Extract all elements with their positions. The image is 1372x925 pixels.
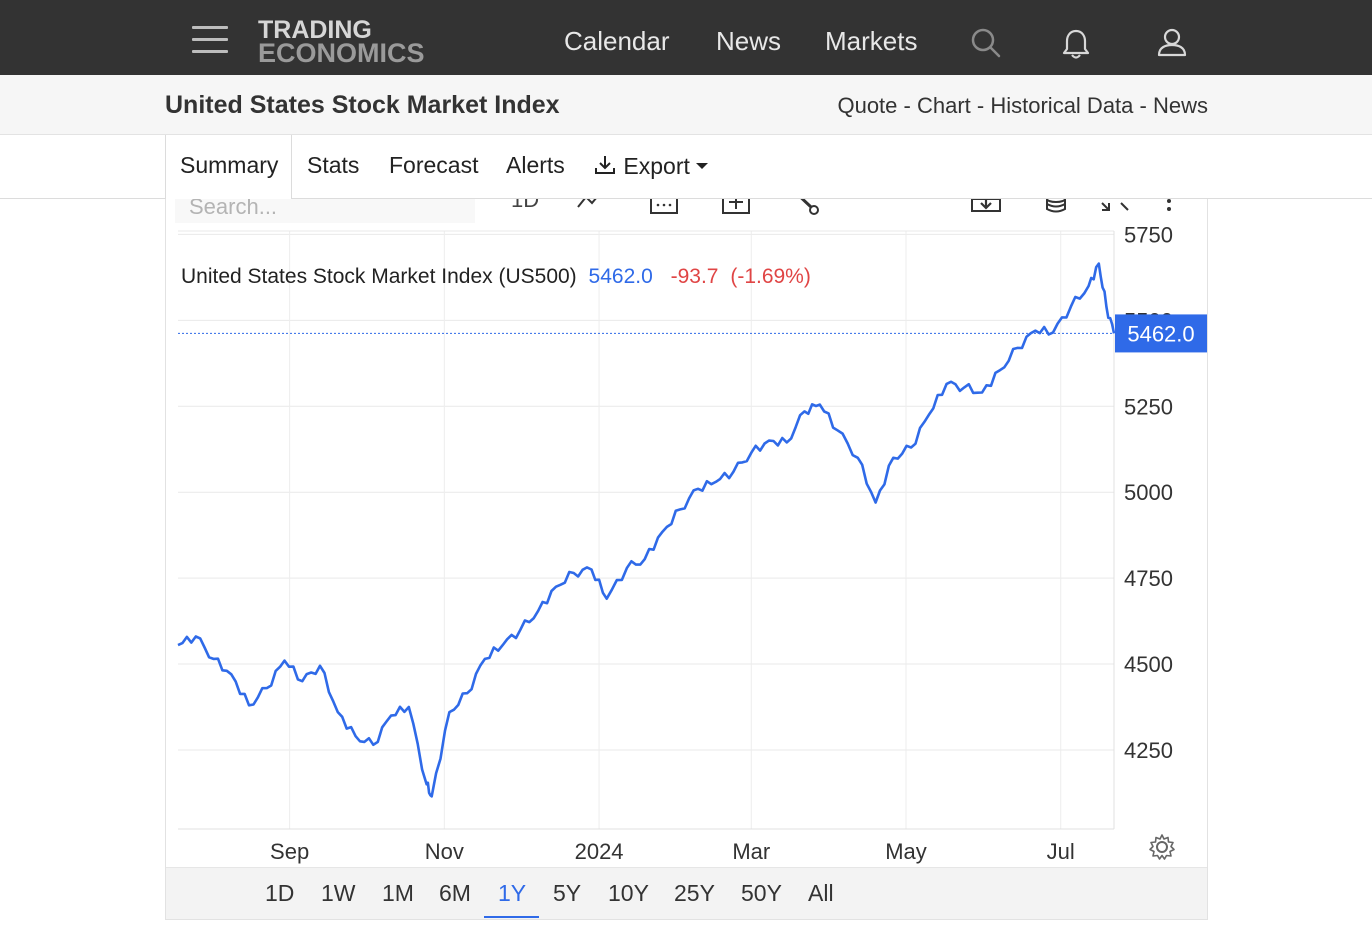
y-tick-label: 5750 — [1124, 222, 1173, 247]
chart-type-icon[interactable] — [576, 199, 604, 213]
page-title: United States Stock Market Index — [165, 91, 560, 119]
price-tag-label: 5462.0 — [1127, 321, 1194, 346]
tools-icon[interactable] — [791, 199, 821, 215]
range-1y-button[interactable]: 1Y — [498, 880, 527, 906]
range-active-indicator — [484, 916, 539, 918]
subnav-quote-link[interactable]: Quote — [837, 93, 898, 118]
y-axis-ticks: 4250450047505000525055005750 — [1124, 222, 1173, 763]
x-tick-label: Nov — [425, 839, 464, 864]
subnav-historical-data-link[interactable]: Historical Data — [990, 93, 1134, 118]
range-selector: 1D 1W 1M 6M 1Y 5Y 10Y 25Y 50Y All — [166, 867, 1207, 919]
legend-series-name: United States Stock Market Index (US500) — [181, 265, 577, 288]
tab-summary[interactable]: Summary — [180, 152, 279, 178]
chart-card: 1D — [165, 199, 1208, 920]
x-tick-label: 2024 — [575, 839, 624, 864]
y-tick-label: 4500 — [1124, 652, 1173, 677]
tab-stats[interactable]: Stats — [307, 152, 360, 178]
legend-change-percent: (-1.69%) — [730, 265, 811, 288]
x-tick-label: Sep — [270, 839, 309, 864]
last-price-tag: 5462.0 — [1115, 314, 1207, 353]
menu-icon[interactable] — [192, 26, 228, 54]
subnav-news-link[interactable]: News — [1152, 93, 1208, 118]
range-1w-button[interactable]: 1W — [321, 880, 356, 906]
price-tag-background — [1115, 314, 1207, 353]
tab-export[interactable]: Export — [593, 153, 709, 179]
chart-grid — [178, 231, 1114, 829]
download-icon — [595, 156, 615, 174]
tab-forecast[interactable]: Forecast — [389, 152, 479, 178]
top-navbar: TRADING ECONOMICS Calendar News Markets — [0, 0, 1372, 75]
calendar-icon[interactable] — [649, 199, 679, 215]
range-10y-button[interactable]: 10Y — [608, 880, 649, 906]
chart-toolbar: 1D — [166, 199, 1207, 231]
nav-news-link[interactable]: News — [716, 26, 782, 56]
tabs-bar: Summary Stats Forecast Alerts Export — [0, 135, 1372, 199]
title-bar: United States Stock Market Index Quote -… — [0, 75, 1372, 135]
legend-value: 5462.0 — [589, 265, 653, 288]
chart-legend: United States Stock Market Index (US500)… — [181, 265, 811, 288]
range-25y-button[interactable]: 25Y — [674, 880, 715, 906]
stock-line-chart[interactable]: 4250450047505000525055005750 SepNov2024M… — [166, 199, 1207, 867]
y-tick-label: 5000 — [1124, 480, 1173, 505]
range-1d-button[interactable]: 1D — [265, 880, 295, 906]
nav-markets-link[interactable]: Markets — [825, 26, 918, 56]
x-tick-label: Mar — [732, 839, 770, 864]
series-line-us500 — [177, 262, 1116, 798]
y-tick-label: 4750 — [1124, 566, 1173, 591]
nav-calendar-link[interactable]: Calendar — [564, 26, 670, 56]
y-tick-label: 5250 — [1124, 394, 1173, 419]
search-input[interactable] — [175, 199, 475, 223]
logo[interactable]: TRADING ECONOMICS — [258, 16, 438, 68]
settings-gear-icon[interactable] — [1148, 833, 1176, 861]
x-axis-ticks: Sep Nov 2024 Mar May Jul — [270, 839, 1075, 864]
tab-export-label: Export — [623, 153, 690, 179]
logo-line-2: ECONOMICS — [258, 38, 425, 68]
bell-icon[interactable] — [1062, 28, 1090, 60]
range-1m-button[interactable]: 1M — [382, 880, 414, 906]
range-6m-button[interactable]: 6M — [439, 880, 471, 906]
user-icon[interactable] — [1157, 27, 1187, 59]
x-tick-label: Jul — [1047, 839, 1075, 864]
cloud-download-icon[interactable] — [968, 199, 1004, 215]
more-icon[interactable] — [1164, 199, 1174, 215]
fullscreen-icon[interactable] — [1099, 199, 1131, 215]
compare-icon[interactable] — [721, 199, 751, 215]
range-5y-button[interactable]: 5Y — [553, 880, 582, 906]
search-icon[interactable] — [970, 27, 1002, 59]
subnav-separator: - — [1139, 93, 1147, 118]
database-icon[interactable] — [1044, 199, 1068, 215]
y-tick-label: 4250 — [1124, 738, 1173, 763]
subnav-chart-link[interactable]: Chart — [916, 93, 971, 118]
legend-change: -93.7 — [671, 265, 719, 288]
tab-active-background — [165, 135, 292, 199]
subnav: Quote - Chart - Historical Data - News — [837, 93, 1208, 119]
tab-alerts[interactable]: Alerts — [506, 152, 565, 178]
x-tick-label: May — [885, 839, 927, 864]
subnav-separator: - — [903, 93, 911, 118]
subnav-separator: - — [976, 93, 985, 118]
range-all-button[interactable]: All — [808, 880, 834, 906]
interval-selector[interactable]: 1D — [511, 199, 540, 212]
range-50y-button[interactable]: 50Y — [741, 880, 782, 906]
caret-down-icon — [696, 163, 709, 169]
logo-line-1: TRADING — [258, 16, 372, 44]
